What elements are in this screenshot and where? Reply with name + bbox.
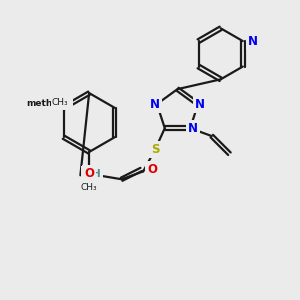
Text: S: S (151, 143, 159, 156)
Text: O: O (147, 163, 157, 176)
Text: O: O (84, 167, 94, 180)
Text: H: H (92, 169, 100, 179)
Text: N: N (83, 168, 93, 181)
Text: CH₃: CH₃ (52, 98, 68, 107)
Text: N: N (188, 122, 198, 135)
Text: O: O (37, 98, 47, 110)
Text: N: N (195, 98, 205, 111)
Text: N: N (150, 98, 160, 111)
Text: CH₃: CH₃ (81, 183, 98, 192)
Text: methoxy: methoxy (26, 99, 70, 108)
Text: N: N (248, 34, 258, 48)
